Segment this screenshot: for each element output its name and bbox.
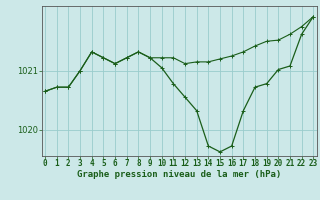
X-axis label: Graphe pression niveau de la mer (hPa): Graphe pression niveau de la mer (hPa) (77, 170, 281, 179)
